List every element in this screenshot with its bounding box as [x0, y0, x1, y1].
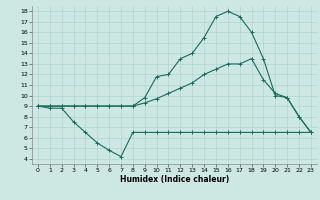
X-axis label: Humidex (Indice chaleur): Humidex (Indice chaleur) — [120, 175, 229, 184]
